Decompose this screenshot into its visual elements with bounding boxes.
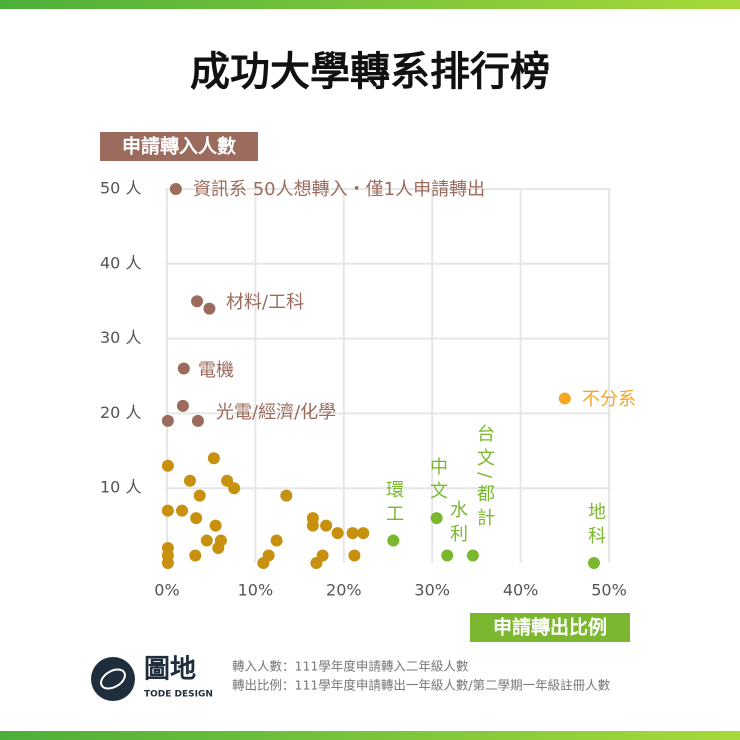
- top-band: [0, 0, 740, 9]
- point: [348, 549, 361, 562]
- annotation: 台文/都計: [474, 424, 495, 532]
- point: [169, 183, 182, 195]
- x-tick-label: 40%: [503, 581, 539, 600]
- y-tick-label: 10 人: [100, 478, 141, 497]
- x-label-box: [470, 613, 630, 642]
- point: [558, 392, 571, 405]
- annotation: 中文: [427, 457, 448, 505]
- x-tick-label: 20%: [326, 581, 362, 600]
- point: [193, 489, 206, 502]
- note: 轉出比例：111學年度申請轉出一年級人數/第二學期一年級註冊人數: [232, 678, 611, 693]
- point: [466, 549, 479, 562]
- x-tick-label: 0%: [154, 581, 179, 600]
- bottom-band: [0, 731, 740, 740]
- x-tick-label: 10%: [238, 581, 274, 600]
- point: [207, 452, 220, 465]
- point: [316, 549, 329, 562]
- point: [270, 534, 283, 547]
- y-tick-label: 50 人: [100, 179, 141, 198]
- annotation: 電機: [198, 360, 234, 381]
- point: [203, 302, 216, 315]
- point: [190, 512, 203, 525]
- point: [161, 557, 174, 569]
- logo-mark: [91, 657, 135, 701]
- y-axis-title: 申請轉入人數: [122, 135, 236, 158]
- annotation: 資訊系 50人想轉入・僅1人申請轉出: [193, 179, 485, 200]
- point: [306, 519, 319, 532]
- point: [161, 504, 174, 517]
- annotation: 光電/經濟/化學: [216, 402, 336, 423]
- point: [228, 482, 241, 495]
- chart-title: 成功大學轉系排行榜: [190, 49, 550, 95]
- x-axis-title: 申請轉出比例: [493, 616, 607, 639]
- annotation: 不分系: [582, 389, 636, 410]
- point: [587, 557, 600, 569]
- point: [257, 557, 270, 569]
- brand-sub: TODE DESIGN: [144, 690, 213, 700]
- point: [176, 399, 189, 412]
- annotation: 水利: [447, 500, 468, 548]
- point: [280, 489, 293, 502]
- annotation: 材料/工科: [226, 292, 304, 313]
- x-tick-label: 50%: [591, 581, 627, 600]
- point: [320, 519, 333, 532]
- point: [200, 534, 213, 547]
- point: [387, 534, 400, 547]
- point: [212, 542, 225, 555]
- brand-name: 圖地: [144, 655, 196, 685]
- x-tick-label: 30%: [414, 581, 450, 600]
- point: [189, 549, 202, 562]
- annotation: 地科: [585, 502, 606, 550]
- y-tick-label: 20 人: [100, 403, 141, 422]
- y-tick-label: 30 人: [100, 328, 141, 347]
- point: [161, 459, 174, 472]
- y-label-box: [100, 132, 258, 161]
- point: [209, 519, 222, 532]
- point: [346, 527, 359, 540]
- note: 轉入人數：111學年度申請轉入二年級人數: [232, 659, 469, 674]
- logo: 圖地 TODE DESIGN: [91, 655, 213, 701]
- point: [221, 474, 234, 487]
- point: [441, 549, 454, 562]
- point: [161, 414, 174, 427]
- point: [191, 414, 204, 427]
- point: [430, 512, 443, 525]
- point: [331, 527, 344, 540]
- point: [357, 527, 370, 540]
- point: [177, 362, 190, 375]
- annotation: 環工: [383, 480, 404, 528]
- point: [191, 295, 204, 308]
- logo-orbit: [100, 668, 126, 690]
- point: [183, 474, 196, 487]
- y-tick-label: 40 人: [100, 253, 141, 272]
- point: [176, 504, 189, 517]
